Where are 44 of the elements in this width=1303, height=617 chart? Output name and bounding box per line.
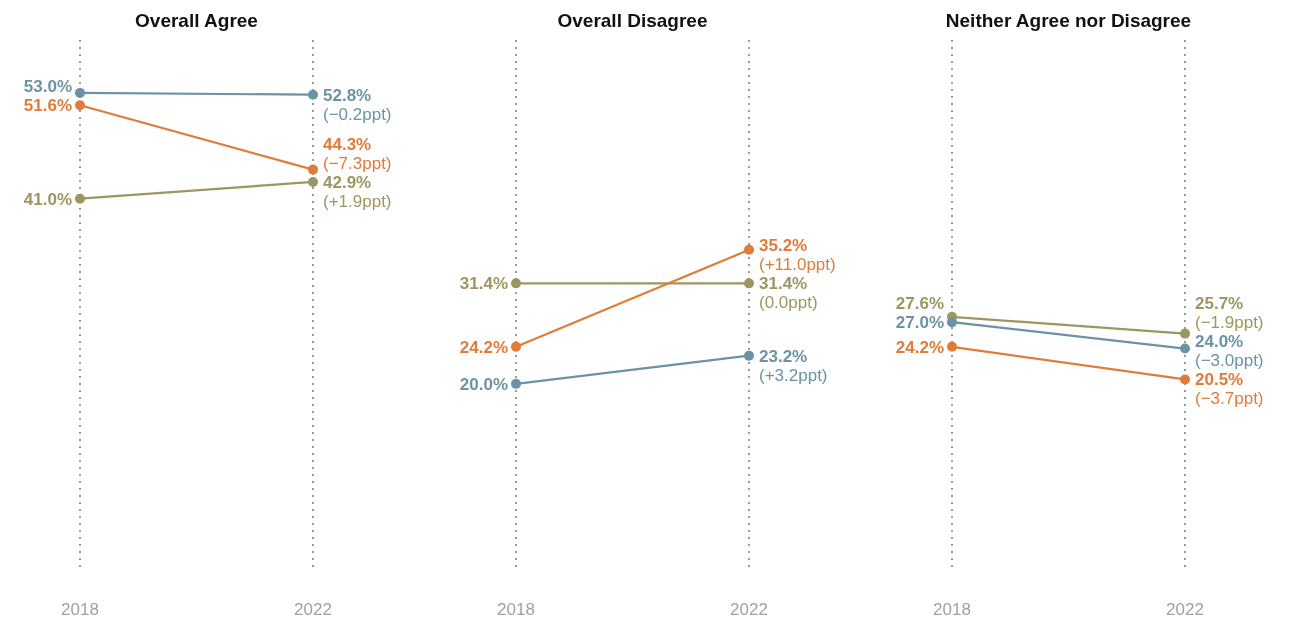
data-label: 41.0% <box>23 189 72 209</box>
point <box>308 89 318 100</box>
data-label: 24.2% <box>459 337 508 357</box>
point <box>947 341 957 352</box>
point <box>744 350 754 361</box>
data-label: 35.2% (+11.0ppt) <box>759 235 836 274</box>
point <box>511 378 521 389</box>
point <box>308 164 318 175</box>
chart-title: Overall Disagree <box>556 10 709 32</box>
data-label: 20.5% (−3.7ppt) <box>1195 369 1264 408</box>
point <box>1180 343 1190 354</box>
point <box>75 87 85 98</box>
point <box>75 100 85 111</box>
data-label: 44.3% (−7.3ppt) <box>323 134 392 173</box>
point <box>511 278 521 289</box>
x-tick-label: 2022 <box>1166 600 1204 617</box>
data-label: 42.9% (+1.9ppt) <box>323 172 392 211</box>
point <box>744 278 754 289</box>
point <box>308 176 318 187</box>
data-label: 31.4% (0.0ppt) <box>759 273 818 312</box>
point <box>1180 374 1190 385</box>
x-tick-label: 2022 <box>294 600 332 617</box>
chart-title: Neither Agree nor Disagree <box>944 10 1193 32</box>
chart-title: Overall Agree <box>134 10 259 32</box>
point <box>511 341 521 352</box>
data-label: 51.6% <box>23 95 72 115</box>
point <box>1180 328 1190 339</box>
data-label: 24.2% <box>895 337 944 357</box>
x-tick-label: 2018 <box>933 600 971 617</box>
x-tick-label: 2018 <box>497 600 535 617</box>
data-label: 52.8% (−0.2ppt) <box>323 85 392 124</box>
x-tick-label: 2018 <box>61 600 99 617</box>
data-label: 31.4% <box>459 273 508 293</box>
point <box>75 193 85 204</box>
data-label: 24.0% (−3.0ppt) <box>1195 331 1264 370</box>
data-label: 27.0% <box>895 312 944 332</box>
data-label: 27.6% <box>895 293 944 313</box>
point <box>947 317 957 328</box>
x-tick-label: 2022 <box>730 600 768 617</box>
data-label: 53.0% <box>23 76 72 96</box>
data-label: 20.0% <box>459 374 508 394</box>
data-label: 23.2% (+3.2ppt) <box>759 346 828 385</box>
data-label: 25.7% (−1.9ppt) <box>1195 293 1264 332</box>
point <box>744 244 754 255</box>
